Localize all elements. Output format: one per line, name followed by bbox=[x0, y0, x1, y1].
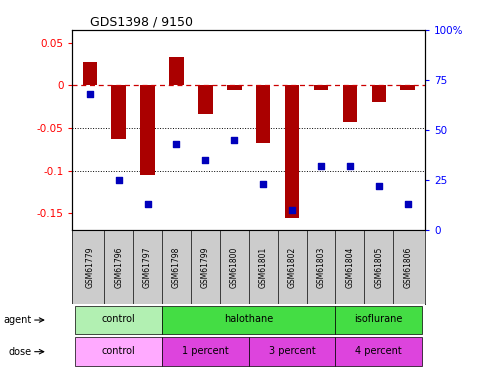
Point bbox=[288, 207, 296, 213]
Text: GSM61801: GSM61801 bbox=[259, 247, 268, 288]
Bar bbox=[400, 86, 415, 90]
Bar bbox=[285, 86, 299, 218]
Text: GSM61779: GSM61779 bbox=[85, 246, 94, 288]
Text: GDS1398 / 9150: GDS1398 / 9150 bbox=[90, 16, 193, 29]
Bar bbox=[336, 306, 422, 334]
Text: GSM61803: GSM61803 bbox=[316, 247, 326, 288]
Bar bbox=[112, 86, 126, 139]
Text: GSM61802: GSM61802 bbox=[287, 247, 297, 288]
Bar bbox=[162, 338, 249, 366]
Bar bbox=[227, 86, 242, 90]
Text: GSM61806: GSM61806 bbox=[403, 247, 412, 288]
Bar bbox=[75, 306, 162, 334]
Text: GSM61798: GSM61798 bbox=[172, 247, 181, 288]
Text: control: control bbox=[102, 346, 136, 356]
Text: dose: dose bbox=[9, 346, 32, 357]
Point bbox=[115, 177, 123, 183]
Bar bbox=[256, 86, 270, 143]
Bar bbox=[371, 86, 386, 102]
Text: GSM61796: GSM61796 bbox=[114, 246, 123, 288]
Text: GSM61804: GSM61804 bbox=[345, 247, 355, 288]
Bar bbox=[83, 62, 97, 86]
Bar bbox=[342, 86, 357, 122]
Bar bbox=[336, 338, 422, 366]
Text: GSM61805: GSM61805 bbox=[374, 247, 384, 288]
Text: 3 percent: 3 percent bbox=[269, 346, 315, 356]
Text: agent: agent bbox=[4, 315, 32, 325]
Text: GSM61797: GSM61797 bbox=[143, 246, 152, 288]
Text: isoflurane: isoflurane bbox=[355, 314, 403, 324]
Text: halothane: halothane bbox=[224, 314, 273, 324]
Point bbox=[86, 91, 94, 97]
Point bbox=[201, 157, 209, 163]
Point bbox=[375, 183, 383, 189]
Point bbox=[317, 163, 325, 169]
Point bbox=[172, 141, 180, 147]
Bar bbox=[162, 306, 336, 334]
Bar bbox=[314, 86, 328, 90]
Text: 1 percent: 1 percent bbox=[182, 346, 229, 356]
Bar bbox=[141, 86, 155, 175]
Point bbox=[346, 163, 354, 169]
Point bbox=[230, 137, 238, 143]
Bar bbox=[75, 338, 162, 366]
Text: 4 percent: 4 percent bbox=[355, 346, 402, 356]
Point bbox=[144, 201, 152, 207]
Text: GSM61799: GSM61799 bbox=[201, 246, 210, 288]
Bar bbox=[249, 338, 336, 366]
Bar bbox=[169, 57, 184, 86]
Text: GSM61800: GSM61800 bbox=[230, 247, 239, 288]
Point bbox=[259, 181, 267, 187]
Point bbox=[404, 201, 412, 207]
Text: control: control bbox=[102, 314, 136, 324]
Bar bbox=[198, 86, 213, 114]
